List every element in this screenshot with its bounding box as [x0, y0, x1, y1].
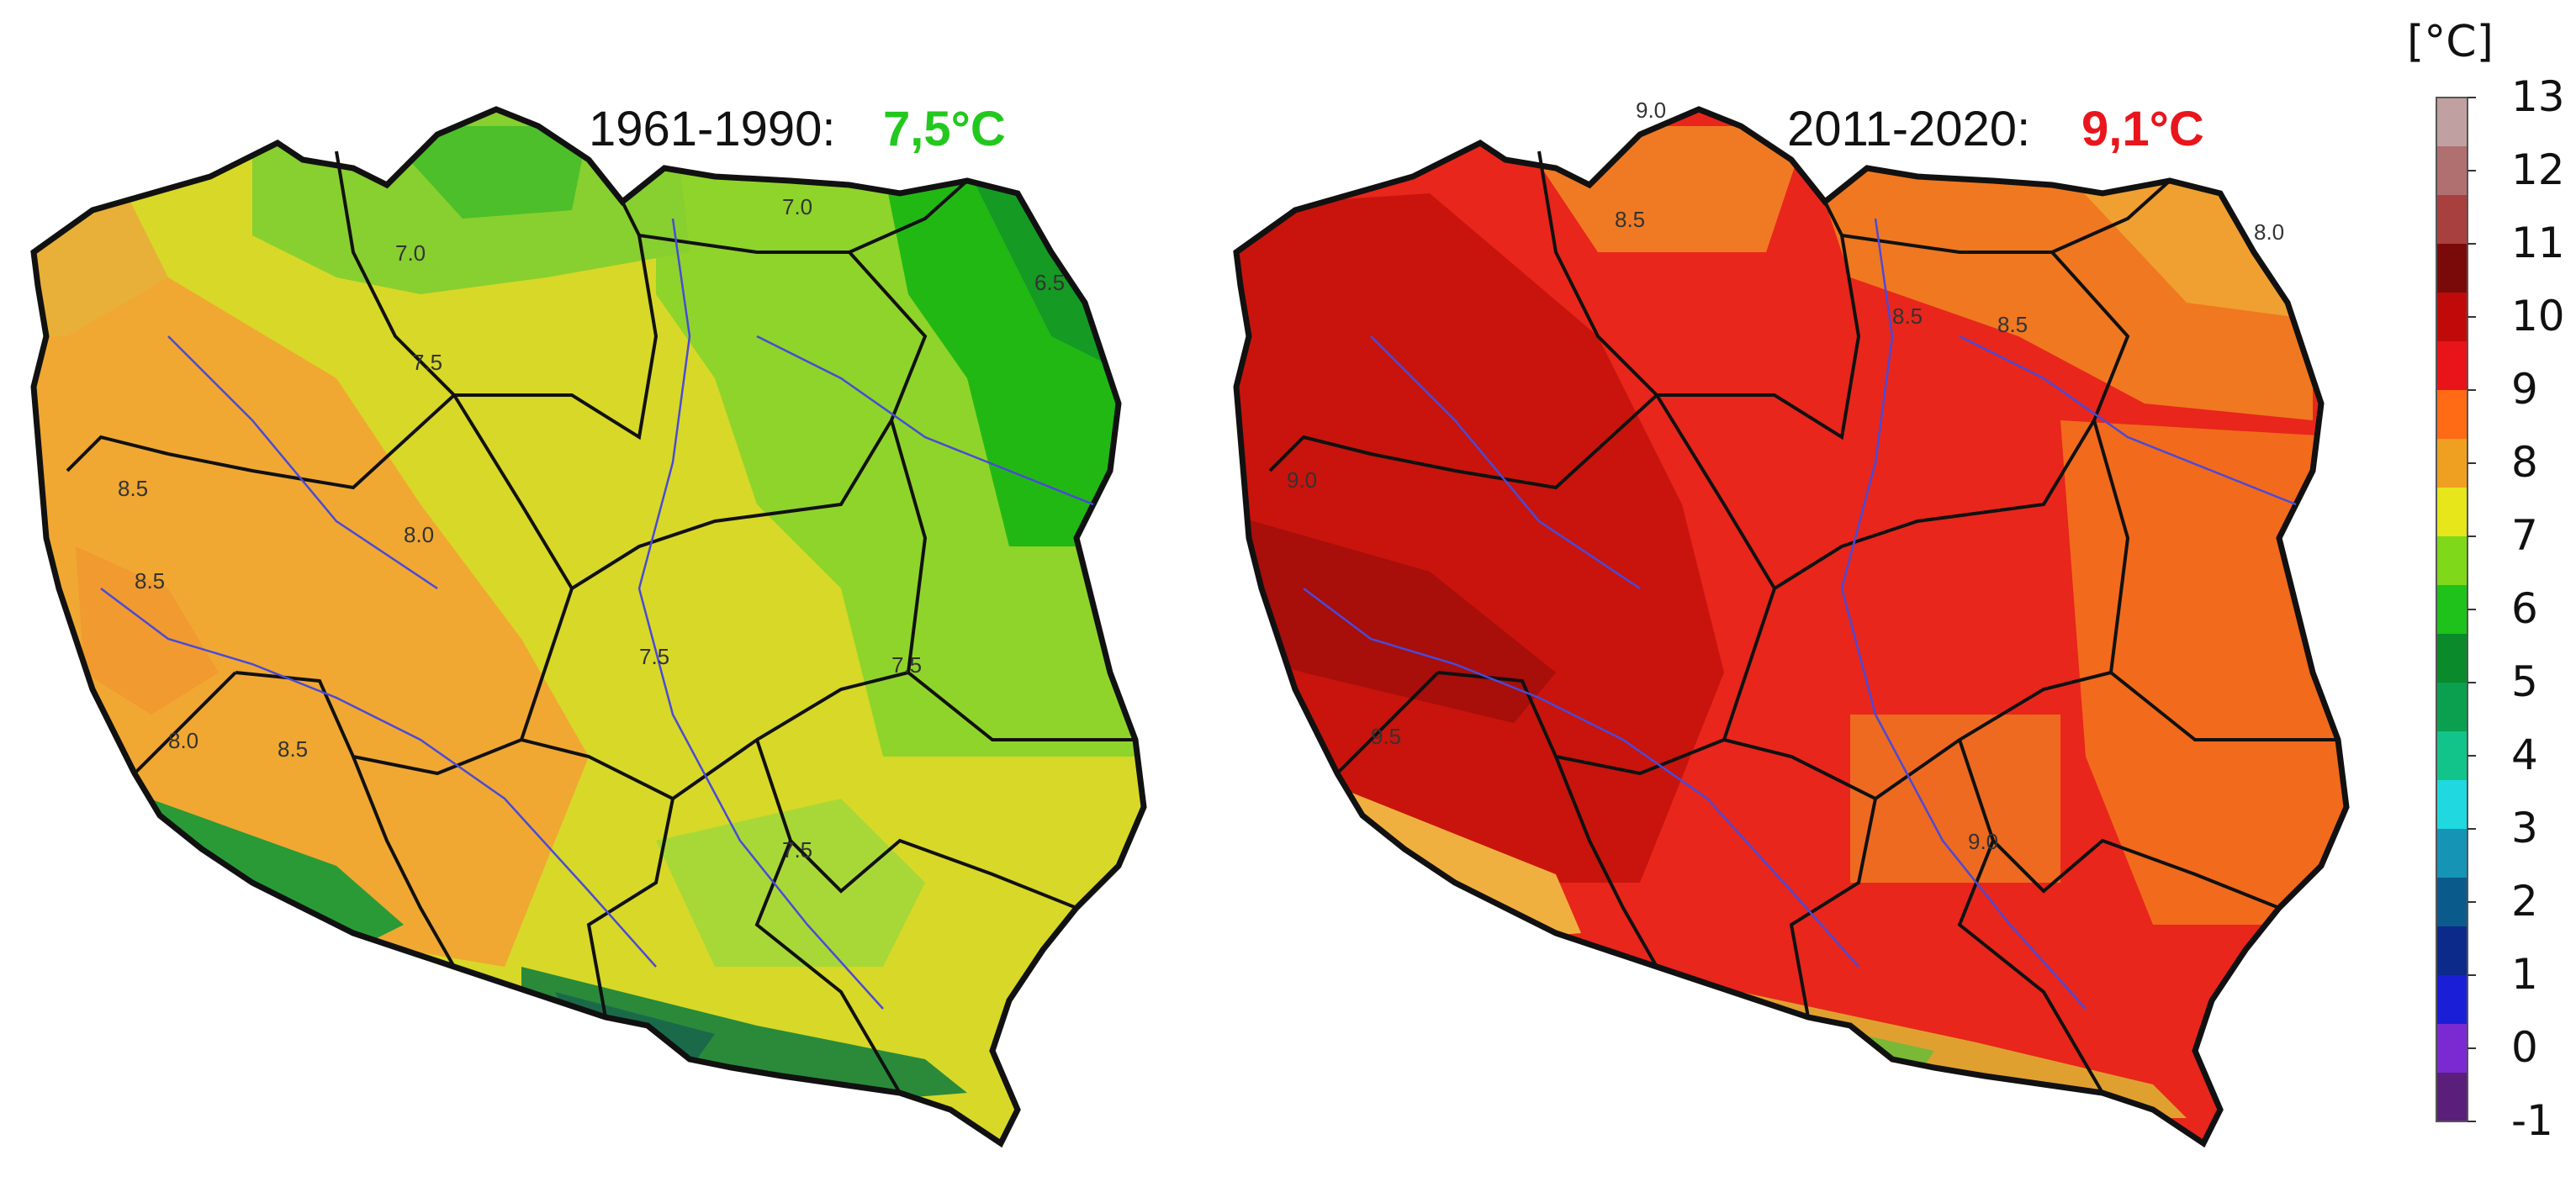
contour-label: 8.5: [135, 568, 165, 594]
colorbar-segment: [2436, 439, 2468, 488]
mean-value-left: 7,5°C: [883, 102, 1006, 156]
contour-label: 9.0: [1636, 98, 1666, 123]
legend-tick-label: 5: [2511, 657, 2538, 706]
colorbar-segment: [2436, 244, 2468, 293]
rivers: [100, 218, 2297, 1010]
colorbar-segment: [2436, 195, 2468, 245]
contour-label: 7.5: [412, 350, 442, 375]
contour-label: 8.0: [168, 728, 198, 753]
period-label-left: 1961-1990:: [589, 102, 836, 156]
contour-label: 9.0: [1287, 467, 1317, 493]
colorbar-segment: [2436, 683, 2468, 732]
province-borders-left: [66, 150, 1135, 1095]
legend-tick-label: 4: [2511, 731, 2538, 779]
legend-tick-label: 8: [2511, 438, 2538, 487]
colorbar-segment: [2436, 975, 2468, 1025]
legend-tick-label: 3: [2511, 804, 2538, 852]
legend-tick-label: -1: [2511, 1096, 2553, 1145]
legend-tick-label: 7: [2511, 511, 2538, 560]
legend-colorbar: [2436, 97, 2476, 1122]
colorbar-segment: [2436, 585, 2468, 635]
contour-label: 8.5: [278, 736, 308, 762]
legend-tick-label: 6: [2511, 584, 2538, 633]
contour-labels-left: 7.0 7.0 7.5 8.0 8.5 8.5 8.5 7.5 7.5 7.5 …: [118, 194, 1065, 863]
contour-label: 7.0: [782, 194, 812, 219]
country-outlines: [30, 106, 2350, 1148]
legend-tick-label: 11: [2511, 219, 2565, 267]
contour-label: 8.5: [1615, 207, 1645, 232]
colorbar-segment: [2436, 146, 2468, 196]
map-right-fill: [1236, 109, 2346, 1143]
legend-tick-label: 0: [2511, 1023, 2538, 1072]
colorbar-segment: [2436, 341, 2468, 391]
contour-label: 6.5: [1034, 270, 1065, 295]
colorbar-segment: [2436, 536, 2468, 586]
contour-label: 7.5: [639, 644, 669, 669]
legend-tick-label: 1: [2511, 950, 2538, 999]
legend-tick-label: 9: [2511, 365, 2538, 414]
colorbar-segment: [2436, 878, 2468, 927]
period-label-right: 2011-2020:: [1787, 102, 2031, 156]
colorbar-segment: [2436, 731, 2468, 781]
colorbar-segment: [2436, 926, 2468, 976]
legend-tick-label: 12: [2511, 145, 2565, 194]
contour-label: 7.5: [782, 837, 812, 863]
colorbar-segment: [2436, 1024, 2468, 1074]
contour-label: 7.0: [395, 240, 426, 266]
colorbar-segment: [2436, 1073, 2468, 1122]
mean-value-right: 9,1°C: [2081, 102, 2204, 156]
legend-tick-label: 10: [2511, 292, 2565, 340]
contour-label: 9.5: [1371, 724, 1401, 749]
legend-tick-label: 2: [2511, 877, 2538, 926]
contour-label: 8.5: [1997, 312, 2028, 337]
colorbar-segment: [2436, 488, 2468, 537]
colorbar-segment: [2436, 829, 2468, 878]
colorbar-segment: [2436, 98, 2468, 147]
contour-label: 9.0: [1968, 829, 1998, 854]
contour-label: 8.5: [1892, 303, 1923, 329]
contour-labels-right: 9.0 8.5 8.5 8.5 8.0 9.0 9.5 9.0: [1287, 98, 2284, 854]
legend-tick-label: 13: [2511, 72, 2565, 121]
colorbar-segment: [2436, 780, 2468, 830]
legend-unit: [°C]: [2407, 17, 2494, 67]
colorbar-segment: [2436, 390, 2468, 440]
contour-label: 7.5: [891, 652, 922, 678]
contour-label: 8.0: [2254, 219, 2284, 245]
contour-label: 8.5: [118, 476, 148, 501]
colorbar-segment: [2436, 293, 2468, 342]
colorbar-segment: [2436, 634, 2468, 683]
contour-label: 8.0: [404, 522, 434, 547]
